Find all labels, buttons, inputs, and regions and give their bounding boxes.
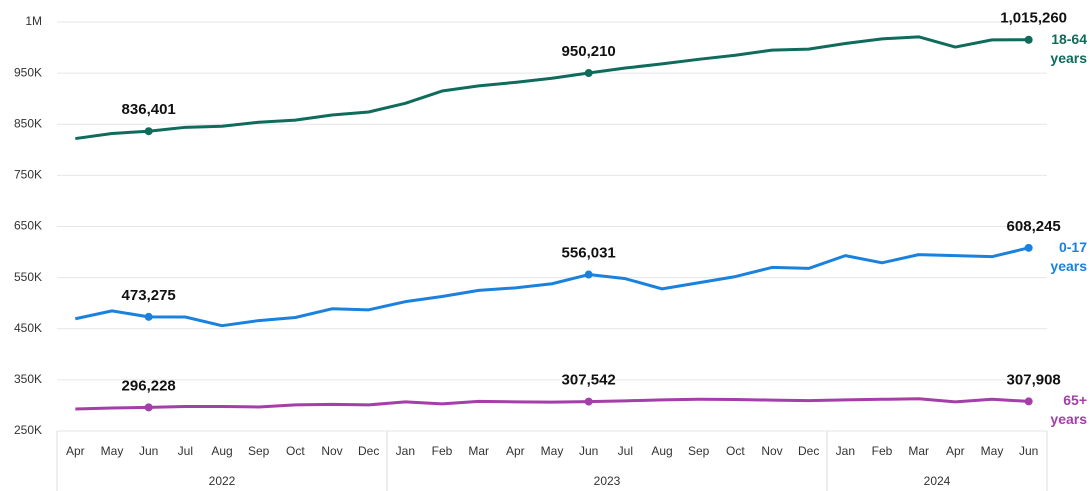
x-tick-label: Jun: [1019, 444, 1038, 458]
x-tick-label: Feb: [872, 444, 893, 458]
x-tick-label: Dec: [798, 444, 819, 458]
series-label: 65+ years: [1050, 392, 1087, 428]
point-marker: [584, 270, 593, 279]
data-label: 950,210: [562, 43, 616, 60]
point-marker: [1024, 397, 1033, 406]
data-label: 296,228: [122, 377, 176, 394]
data-label: 608,245: [1007, 218, 1061, 235]
data-label: 556,031: [562, 245, 616, 262]
x-group-label: 2022: [209, 474, 236, 488]
y-tick-label: 650K: [14, 219, 42, 233]
series-line: [75, 246, 1030, 328]
x-tick-label: Aug: [651, 444, 672, 458]
series-label: 18-64 years: [1050, 30, 1087, 66]
y-tick-label: 250K: [14, 423, 42, 437]
x-tick-label: Jul: [178, 444, 193, 458]
y-tick-label: 750K: [14, 168, 42, 182]
x-tick-label: Jan: [836, 444, 855, 458]
x-tick-label: Aug: [211, 444, 232, 458]
point-marker: [1024, 35, 1033, 44]
x-tick-label: Jun: [139, 444, 158, 458]
y-tick-label: 950K: [14, 65, 42, 79]
data-label: 307,542: [562, 372, 616, 389]
point-marker: [584, 397, 593, 406]
data-label: 1,015,260: [1000, 10, 1067, 27]
x-tick-label: May: [541, 444, 564, 458]
x-tick-label: Oct: [286, 444, 305, 458]
x-tick-label: Apr: [946, 444, 965, 458]
x-tick-label: Mar: [468, 444, 489, 458]
x-tick-label: Nov: [321, 444, 342, 458]
x-tick-label: Nov: [761, 444, 782, 458]
x-group-label: 2023: [594, 474, 621, 488]
x-tick-label: Apr: [66, 444, 85, 458]
x-tick-label: Sep: [688, 444, 710, 458]
y-tick-label: 1M: [25, 14, 42, 28]
x-tick-label: Oct: [726, 444, 745, 458]
data-label: 473,275: [122, 287, 176, 304]
x-tick-label: Jul: [618, 444, 633, 458]
series-line: [75, 35, 1029, 141]
x-tick-label: Sep: [248, 444, 270, 458]
data-label: 836,401: [122, 101, 176, 118]
x-tick-label: Jan: [396, 444, 415, 458]
point-marker: [584, 69, 593, 78]
y-tick-label: 550K: [14, 270, 42, 284]
x-group-label: 2024: [924, 474, 951, 488]
x-tick-label: May: [101, 444, 124, 458]
x-tick-label: Dec: [358, 444, 379, 458]
point-marker: [144, 312, 153, 321]
data-label: 307,908: [1007, 371, 1061, 388]
x-tick-label: Mar: [908, 444, 929, 458]
x-tick-label: Jun: [579, 444, 598, 458]
x-tick-label: Apr: [506, 444, 525, 458]
point-marker: [144, 127, 153, 136]
point-marker: [144, 403, 153, 412]
x-tick-label: Feb: [432, 444, 453, 458]
point-marker: [1024, 243, 1033, 252]
series-line: [75, 397, 1029, 411]
series-label: 0-17 years: [1050, 238, 1087, 274]
y-tick-label: 450K: [14, 321, 42, 335]
y-tick-label: 350K: [14, 372, 42, 386]
x-tick-label: May: [981, 444, 1004, 458]
y-tick-label: 850K: [14, 116, 42, 130]
